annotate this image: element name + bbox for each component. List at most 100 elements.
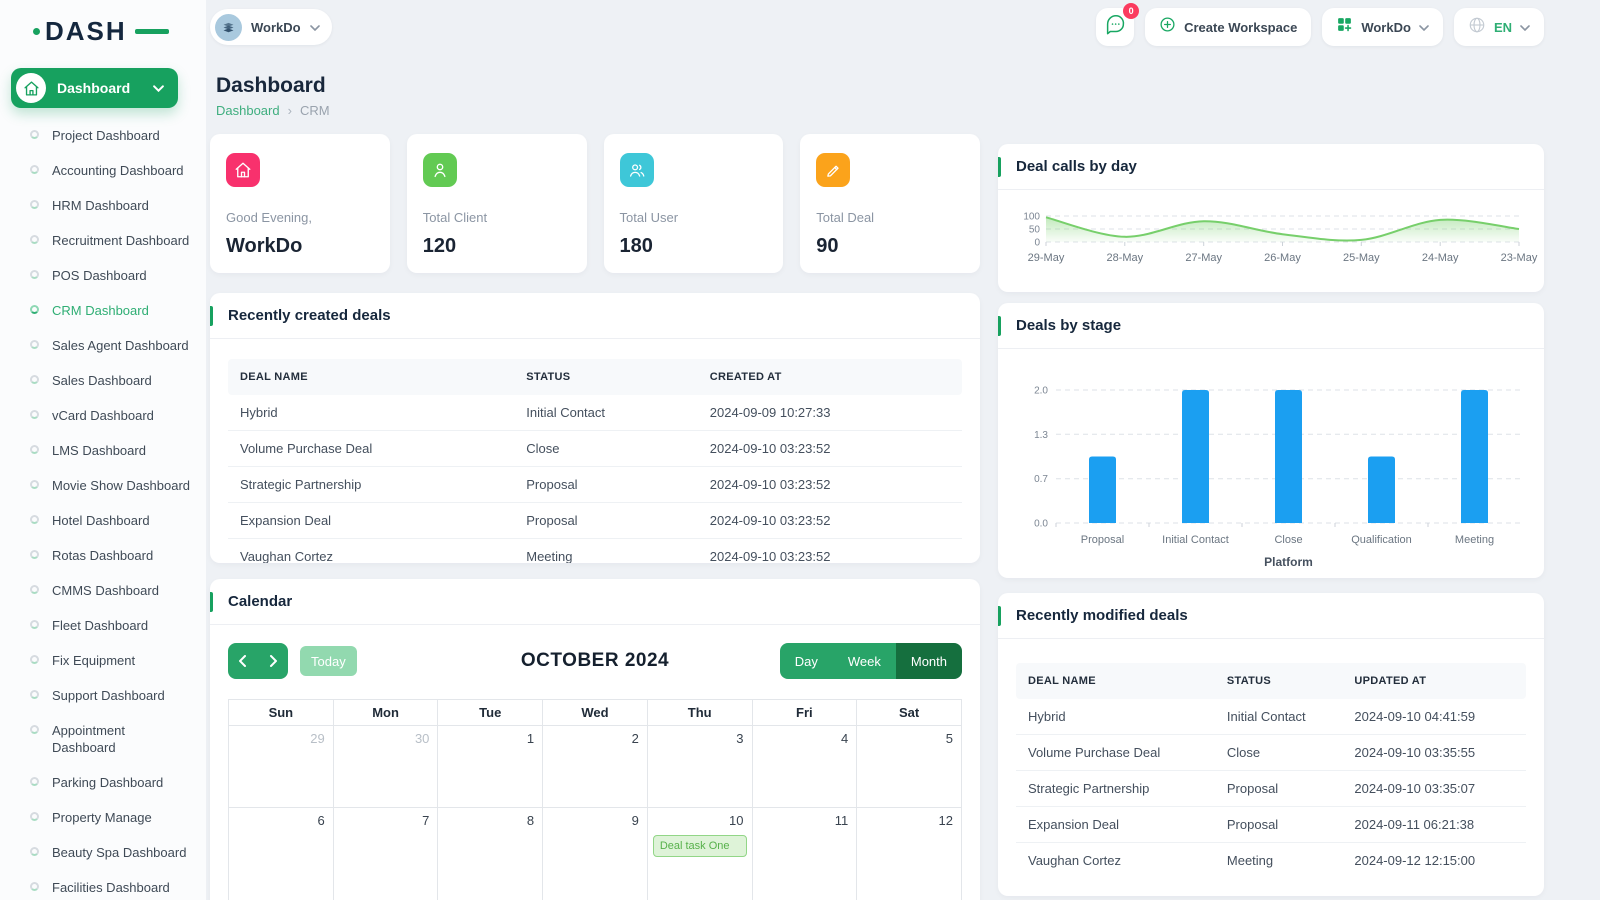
calendar-cell[interactable]: 11 <box>751 807 858 900</box>
sidebar-item-movie-show-dashboard[interactable]: Movie Show Dashboard <box>0 468 206 503</box>
calendar-day-number: 1 <box>526 731 535 746</box>
deals-by-stage-chart: 0.0 0.7 1.3 2.0 Proposal Initial Contact Close… <box>1034 386 1521 569</box>
calendar-view-week-button[interactable]: Week <box>832 643 896 679</box>
recently-created-deals-table: DEAL NAME STATUS CREATED AT Hybrid Initial C… <box>228 359 962 563</box>
logo-text: DASH <box>45 16 127 46</box>
sidebar-item-crm-dashboard[interactable]: CRM Dashboard <box>0 293 206 328</box>
day-header: Thu <box>646 699 753 726</box>
deal-calls-chart-area: 100 50 0 29-May 28-May 27-May 26-May 25-May 24-M… <box>998 190 1544 268</box>
sidebar-item-appointment-dashboard[interactable]: Appointment Dashboard <box>0 713 206 765</box>
sidebar-item-vcard-dashboard[interactable]: vCard Dashboard <box>0 398 206 433</box>
sidebar-item-lms-dashboard[interactable]: LMS Dashboard <box>0 433 206 468</box>
calendar-view-month-button[interactable]: Month <box>895 643 962 679</box>
sidebar-item-cmms-dashboard[interactable]: CMMS Dashboard <box>0 573 206 608</box>
calendar-day-number: 29 <box>310 731 325 746</box>
calendar-prev-button[interactable] <box>228 643 258 679</box>
sidebar-item-fleet-dashboard[interactable]: Fleet Dashboard <box>0 608 206 643</box>
left-column: Good Evening, WorkDo Total Client 120 Total … <box>210 134 980 900</box>
recently-modified-deals-card: Recently modified deals DEAL NAME STATUS U… <box>998 593 1544 896</box>
sidebar-item-support-dashboard[interactable]: Support Dashboard <box>0 678 206 713</box>
sidebar-item-facilities-dashboard[interactable]: Facilities Dashboard <box>0 870 206 900</box>
sidebar-item-recruitment-dashboard[interactable]: Recruitment Dashboard <box>0 223 206 258</box>
calendar-cell[interactable]: 1 <box>437 725 544 808</box>
grid-plus-icon <box>1336 16 1353 38</box>
workspace-avatar <box>215 13 242 41</box>
calendar-view-day-button[interactable]: Day <box>779 643 833 679</box>
messages-button[interactable]: 0 <box>1096 3 1140 46</box>
sidebar-item-sales-agent-dashboard[interactable]: Sales Agent Dashboard <box>0 328 206 363</box>
deals-by-stage-chart-area: 0.0 0.7 1.3 2.0 Proposal Initial Contact Close… <box>998 349 1544 569</box>
breadcrumb-dashboard-link[interactable]: Dashboard <box>216 103 280 118</box>
stat-label: Total User <box>619 210 679 225</box>
globe-icon <box>1468 16 1486 39</box>
sidebar-dashboard-button[interactable]: Dashboard <box>11 68 178 108</box>
day-header: Sat <box>856 699 962 726</box>
user-icon <box>422 153 457 187</box>
calendar-cell[interactable]: 12 <box>856 807 962 900</box>
calendar-cell[interactable]: 29 <box>228 725 334 808</box>
svg-text:0: 0 <box>1034 238 1040 249</box>
calendar-cell[interactable]: 2 <box>542 725 648 808</box>
svg-text:0.7: 0.7 <box>1034 474 1048 485</box>
calendar-cell[interactable]: 10 Deal task One <box>646 807 753 900</box>
sidebar-item-label: Movie Show Dashboard <box>52 478 191 493</box>
calendar-card: Calendar Today OCTOBER 2024 Day Week Month <box>210 579 980 900</box>
sidebar-item-label: Accounting Dashboard <box>52 163 184 178</box>
calendar-cell[interactable]: 6 <box>228 807 334 900</box>
sidebar-item-label: vCard Dashboard <box>52 408 154 423</box>
day-header: Wed <box>542 699 648 726</box>
sidebar-item-label: Hotel Dashboard <box>52 513 150 528</box>
table-cell: 2024-09-10 03:23:52 <box>697 466 962 503</box>
calendar-day-header-row: Sun Mon Tue Wed Thu Fri Sat <box>228 699 962 726</box>
column-header: UPDATED AT <box>1342 663 1526 699</box>
calendar-today-button[interactable]: Today <box>300 646 357 676</box>
calendar-cell[interactable]: 9 <box>542 807 648 900</box>
sidebar-item-fix-equipment[interactable]: Fix Equipment <box>0 643 206 678</box>
table-cell: 2024-09-10 03:35:55 <box>1342 734 1526 771</box>
recently-created-deals-card: Recently created deals DEAL NAME STATUS CR… <box>210 293 980 563</box>
table-cell: 2024-09-10 03:23:52 <box>697 430 962 467</box>
workspace-switcher[interactable]: WorkDo <box>210 9 332 45</box>
sidebar-item-beauty-spa-dashboard[interactable]: Beauty Spa Dashboard <box>0 835 206 870</box>
table-row: Hybrid Initial Contact 2024-09-10 04:41:59 <box>1016 699 1526 735</box>
sidebar-item-rotas-dashboard[interactable]: Rotas Dashboard <box>0 538 206 573</box>
sidebar-item-hrm-dashboard[interactable]: HRM Dashboard <box>0 188 206 223</box>
calendar-event[interactable]: Deal task One <box>652 835 747 857</box>
calendar-cell[interactable]: 8 <box>437 807 544 900</box>
sidebar-item-hotel-dashboard[interactable]: Hotel Dashboard <box>0 503 206 538</box>
sidebar-item-pos-dashboard[interactable]: POS Dashboard <box>0 258 206 293</box>
sidebar-item-property-manage[interactable]: Property Manage <box>0 800 206 835</box>
sidebar-item-label: Sales Agent Dashboard <box>52 338 189 353</box>
sidebar-item-accounting-dashboard[interactable]: Accounting Dashboard <box>0 153 206 188</box>
svg-text:0.0: 0.0 <box>1034 519 1048 530</box>
sidebar-item-label: Parking Dashboard <box>52 775 164 790</box>
app-menu-button[interactable]: WorkDo <box>1322 8 1443 46</box>
sidebar-item-parking-dashboard[interactable]: Parking Dashboard <box>0 765 206 800</box>
main-content: WorkDo 0 Create Workspace WorkDo <box>206 0 1600 900</box>
create-workspace-button[interactable]: Create Workspace <box>1145 8 1312 46</box>
calendar-day-number: 9 <box>631 813 639 828</box>
table-cell: Proposal <box>1214 770 1343 807</box>
table-cell: Expansion Deal <box>1016 806 1215 843</box>
calendar-day-number: 12 <box>938 813 953 828</box>
language-selector[interactable]: EN <box>1453 8 1544 46</box>
calendar-cell[interactable]: 3 <box>646 725 753 808</box>
table-cell: 2024-09-10 03:35:07 <box>1342 770 1526 807</box>
panel-title: Recently modified deals <box>1016 607 1188 624</box>
calendar-cell[interactable]: 4 <box>751 725 858 808</box>
sidebar-item-sales-dashboard[interactable]: Sales Dashboard <box>0 363 206 398</box>
calendar-day-number: 4 <box>840 731 849 746</box>
table-cell: Initial Contact <box>1226 709 1306 724</box>
calendar-cell[interactable]: 7 <box>332 807 439 900</box>
table-cell: Proposal <box>514 502 698 539</box>
calendar-cell[interactable]: 30 <box>332 725 439 808</box>
workspace-name: WorkDo <box>251 19 301 35</box>
svg-text:23-May: 23-May <box>1501 252 1538 264</box>
svg-text:29-May: 29-May <box>1028 252 1065 264</box>
calendar-cell[interactable]: 5 <box>856 725 962 808</box>
brand-logo[interactable]: DASH <box>33 16 169 47</box>
sidebar-item-project-dashboard[interactable]: Project Dashboard <box>0 118 206 153</box>
table-cell: Proposal <box>514 466 698 503</box>
sidebar-item-label: Facilities Dashboard <box>52 880 170 895</box>
calendar-next-button[interactable] <box>258 643 288 679</box>
